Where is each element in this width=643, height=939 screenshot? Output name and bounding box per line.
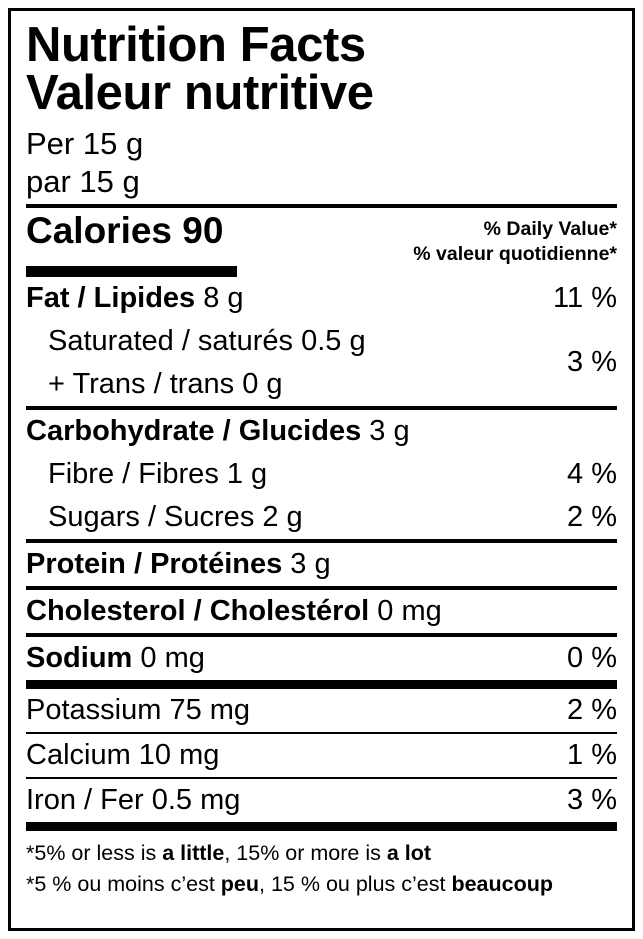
row-sugars: Sugars / Sucres 2 g 2 % <box>26 496 617 539</box>
row-cholesterol-amount: 0 mg <box>369 594 442 627</box>
daily-value-header-french: % valeur quotidienne* <box>413 242 617 265</box>
row-sodium-amount: 0 mg <box>132 641 205 674</box>
rule-thick-above-minerals <box>26 679 617 689</box>
rule-thick-above-footnote <box>26 821 617 831</box>
footnote-english-part-c: , 15% or more is <box>224 840 387 865</box>
row-fat-name: Fat / Lipides 8 g <box>26 281 244 314</box>
row-sugars-name: Sugars / Sucres 2 g <box>48 500 303 533</box>
nutrition-facts-panel: Nutrition Facts Valeur nutritive Per 15 … <box>8 8 635 931</box>
panel-title-english: Nutrition Facts <box>26 18 366 72</box>
row-carbohydrate-name-bold: Carbohydrate / Glucides <box>26 414 362 447</box>
row-fibre-percent: 4 % <box>567 457 617 490</box>
footnote-english-a-little: a little <box>162 840 225 865</box>
footnote-english-a-lot: a lot <box>386 840 432 865</box>
row-cholesterol-name-bold: Cholesterol / Cholestérol <box>26 594 370 627</box>
row-sodium-percent: 0 % <box>567 641 617 674</box>
row-trans-name: + Trans / trans 0 g <box>48 367 283 400</box>
footnote-french-part-c: , 15 % ou plus c’est <box>259 872 452 897</box>
row-cholesterol: Cholesterol / Cholestérol 0 mg <box>26 590 617 633</box>
footnote-english: *5% or less is a little, 15% or more is … <box>26 831 617 869</box>
row-sugars-percent: 2 % <box>567 500 617 533</box>
rule-above-calories <box>26 204 617 209</box>
row-potassium: Potassium 75 mg 2 % <box>26 689 617 732</box>
row-fat-amount: 8 g <box>195 281 244 314</box>
row-fibre-name: Fibre / Fibres 1 g <box>48 457 268 490</box>
row-saturated-trans-percent: 3 % <box>567 346 617 379</box>
row-iron-percent: 3 % <box>567 783 617 816</box>
row-protein: Protein / Protéines 3 g <box>26 543 617 586</box>
rule-above-protein <box>26 538 617 543</box>
daily-value-header-english: % Daily Value* <box>483 218 617 241</box>
calories-value: Calories 90 <box>26 210 224 252</box>
row-fat-name-bold: Fat / Lipides <box>26 281 196 314</box>
row-fat-percent: 11 % <box>553 281 617 314</box>
rule-above-carbohydrate <box>26 405 617 410</box>
footnote-english-part-a: *5% or less is <box>26 840 163 865</box>
row-protein-amount: 3 g <box>282 547 331 580</box>
footnote-french-beaucoup: beaucoup <box>451 872 553 897</box>
row-protein-name: Protein / Protéines 3 g <box>26 547 331 580</box>
row-cholesterol-name: Cholesterol / Cholestérol 0 mg <box>26 594 442 627</box>
row-calcium-percent: 1 % <box>567 738 617 771</box>
calories-row: Calories 90 % Daily Value* % valeur quot… <box>26 210 617 266</box>
row-fat: Fat / Lipides 8 g 11 % <box>26 277 617 320</box>
row-saturated-trans-lines: Saturated / saturés 0.5 g + Trans / tran… <box>26 320 366 406</box>
serving-size-french: par 15 g <box>26 164 140 200</box>
row-fibre: Fibre / Fibres 1 g 4 % <box>26 453 617 496</box>
row-potassium-name: Potassium 75 mg <box>26 693 251 726</box>
rule-above-cholesterol <box>26 585 617 590</box>
serving-size-english: Per 15 g <box>26 125 144 161</box>
row-iron: Iron / Fer 0.5 mg 3 % <box>26 779 617 822</box>
row-carbohydrate: Carbohydrate / Glucides 3 g <box>26 410 617 453</box>
row-calcium-name: Calcium 10 mg <box>26 738 220 771</box>
row-calcium: Calcium 10 mg 1 % <box>26 734 617 777</box>
row-saturated-name: Saturated / saturés 0.5 g <box>48 324 366 357</box>
rule-above-iron <box>26 776 617 779</box>
footnote-french-part-a: *5 % ou moins c’est <box>26 872 221 897</box>
row-sodium: Sodium 0 mg 0 % <box>26 637 617 680</box>
row-saturated-trans-group: Saturated / saturés 0.5 g + Trans / tran… <box>26 320 617 406</box>
daily-value-header: % Daily Value* % valeur quotidienne* <box>413 212 617 266</box>
footnote-french-peu: peu <box>220 872 260 897</box>
row-sodium-name-bold: Sodium <box>26 641 133 674</box>
row-carbohydrate-name: Carbohydrate / Glucides 3 g <box>26 414 410 447</box>
rule-under-calories <box>26 265 237 277</box>
rule-above-calcium <box>26 731 617 734</box>
row-protein-name-bold: Protein / Protéines <box>26 547 283 580</box>
rule-above-sodium <box>26 632 617 637</box>
row-iron-name: Iron / Fer 0.5 mg <box>26 783 241 816</box>
row-sodium-name: Sodium 0 mg <box>26 641 205 674</box>
row-carbohydrate-amount: 3 g <box>361 414 410 447</box>
panel-title-french: Valeur nutritive <box>26 65 374 120</box>
row-potassium-percent: 2 % <box>567 693 617 726</box>
footnote-french: *5 % ou moins c’est peu, 15 % ou plus c’… <box>26 868 617 900</box>
